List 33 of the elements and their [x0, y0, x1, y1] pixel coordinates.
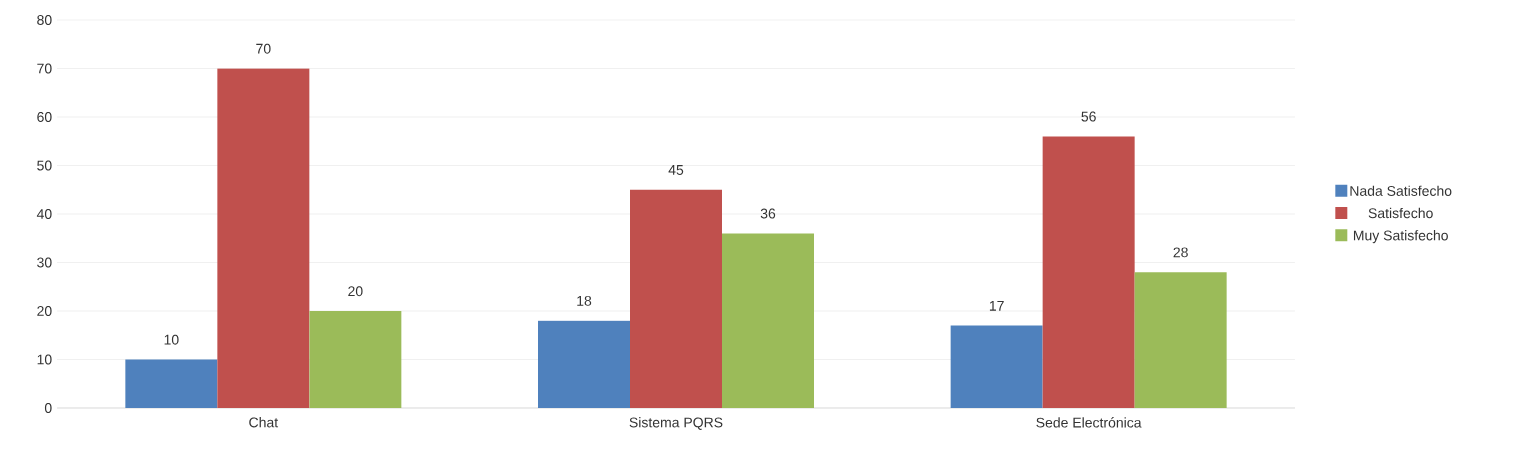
bar [125, 359, 218, 408]
bar [217, 68, 310, 408]
bar [1134, 272, 1227, 408]
x-tick-label: Chat [249, 417, 279, 428]
bar [630, 189, 722, 408]
bar [1042, 136, 1135, 408]
data-label: 56 [1081, 111, 1096, 122]
bar [309, 310, 402, 408]
y-tick-label: 70 [37, 63, 52, 74]
legend-label: Satisfecho [1368, 207, 1433, 219]
data-label: 36 [760, 208, 776, 219]
data-label: 45 [668, 165, 684, 175]
data-label: 18 [577, 295, 592, 306]
y-tick-label: 50 [37, 160, 52, 171]
bar [722, 233, 814, 408]
legend-label: Nada Satisfecho [1350, 185, 1452, 196]
y-tick-label: 10 [37, 354, 52, 365]
bar [538, 320, 630, 408]
data-label: 28 [1173, 247, 1188, 258]
data-label: 17 [989, 301, 1004, 311]
data-label: 10 [164, 334, 179, 345]
y-tick-label: 0 [44, 403, 52, 413]
data-label: 20 [348, 286, 363, 297]
y-tick-label: 30 [37, 257, 52, 268]
x-tick-label: Sistema PQRS [629, 417, 723, 430]
y-tick-label: 40 [36, 209, 52, 219]
y-tick-label: 80 [37, 15, 52, 25]
y-tick-label: 60 [37, 112, 52, 122]
data-label: 70 [256, 43, 271, 54]
x-tick-label: Sede Electrónica [1036, 417, 1142, 428]
y-tick-label: 20 [37, 306, 52, 316]
legend-label: Muy Satisfecho [1353, 230, 1448, 244]
bar [950, 325, 1043, 408]
